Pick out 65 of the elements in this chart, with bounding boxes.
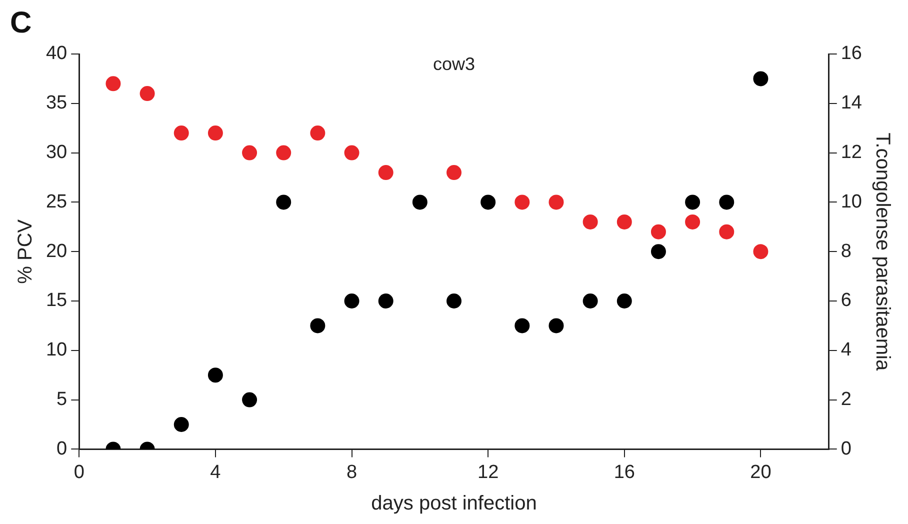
y-tick-label: 40 <box>46 43 68 64</box>
point <box>616 294 632 308</box>
point <box>582 294 598 308</box>
y2-tick-label: 16 <box>840 43 862 64</box>
y-tick-label: 5 <box>56 389 68 410</box>
y-tick-label: 10 <box>46 340 68 361</box>
y-tick-label: 25 <box>46 191 68 212</box>
y-axis-title: % PCV <box>14 218 37 284</box>
y-tick-label: 15 <box>46 290 68 312</box>
y2-tick-label: 0 <box>840 438 852 460</box>
point <box>310 126 326 141</box>
point <box>378 165 394 180</box>
point <box>616 214 632 230</box>
y2-tick-label: 4 <box>840 340 852 361</box>
point <box>106 76 121 92</box>
chart-title: C <box>10 6 32 40</box>
y2-tick-label: 6 <box>840 290 852 312</box>
point <box>276 145 292 160</box>
point <box>685 214 700 230</box>
point <box>446 294 462 308</box>
point <box>480 194 496 210</box>
point <box>174 126 189 141</box>
y2-tick-label: 12 <box>840 142 862 164</box>
y-tick-label: 20 <box>46 240 68 262</box>
y2-axis-title: T.congolense parasitaemia <box>871 132 894 372</box>
y2-tick-label: 14 <box>840 92 862 114</box>
point <box>548 194 564 210</box>
x-tick-label: 0 <box>74 462 84 483</box>
x-axis-title: days post infection <box>371 492 537 515</box>
point <box>378 294 394 308</box>
y-tick-label: 35 <box>46 92 68 114</box>
point <box>140 86 155 102</box>
y-tick-label: 30 <box>46 142 68 164</box>
point <box>753 71 768 86</box>
point <box>344 294 360 308</box>
x-tick-label: 4 <box>210 462 222 483</box>
y2-tick-label: 2 <box>840 389 852 410</box>
point <box>208 368 223 383</box>
point <box>242 392 258 408</box>
point <box>719 194 734 210</box>
point <box>548 318 564 334</box>
point <box>514 318 530 334</box>
point <box>650 244 666 260</box>
point <box>446 165 462 180</box>
point <box>514 194 530 210</box>
y2-tick-label: 10 <box>840 191 862 212</box>
x-tick-label: 16 <box>614 462 635 483</box>
x-tick-label: 12 <box>478 462 499 483</box>
point <box>242 145 258 160</box>
point <box>344 145 360 160</box>
point <box>208 126 223 141</box>
y-tick-label: 0 <box>56 438 68 460</box>
point <box>650 224 666 240</box>
point <box>412 194 428 210</box>
point <box>719 224 734 240</box>
point <box>310 318 326 334</box>
point <box>174 417 189 432</box>
x-tick-label: 20 <box>750 462 772 483</box>
point <box>685 194 700 210</box>
point <box>276 194 292 210</box>
x-tick-label: 8 <box>346 462 358 483</box>
point <box>753 244 768 260</box>
point <box>582 214 598 230</box>
y2-tick-label: 8 <box>840 240 852 262</box>
annotation: cow3 <box>432 54 476 74</box>
